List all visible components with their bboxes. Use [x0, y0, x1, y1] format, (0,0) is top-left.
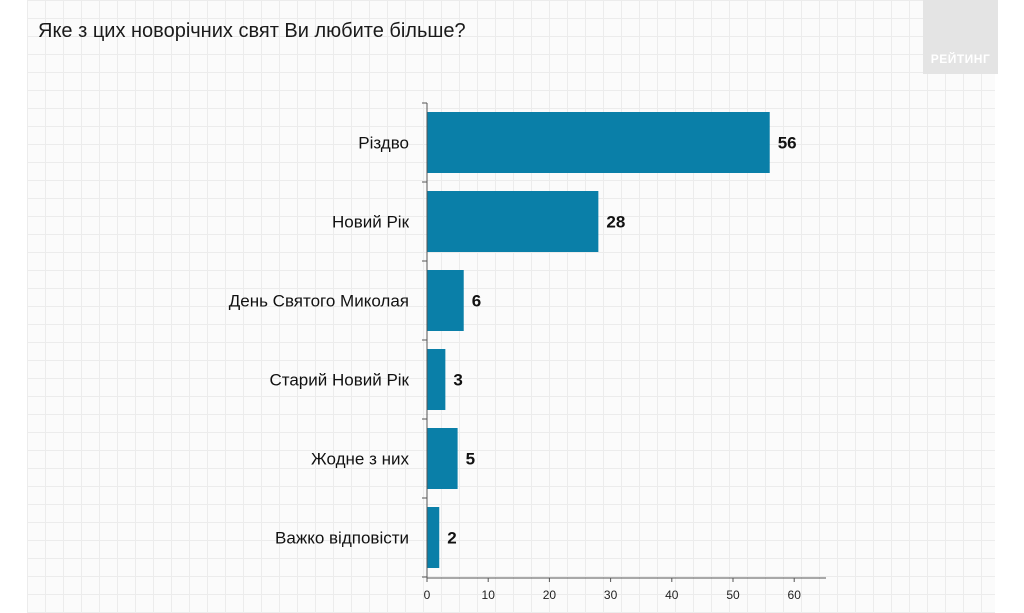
x-tick-label: 40	[665, 588, 679, 602]
data-label: 5	[466, 450, 475, 469]
bars-group: Різдво 56 Новий Рік 28 День Святого Миколая 6…	[229, 112, 797, 568]
category-label: Новий Рік	[332, 213, 410, 232]
category-label: Жодне з них	[311, 450, 409, 469]
bar	[427, 428, 458, 489]
data-label: 2	[447, 529, 456, 548]
bar	[427, 349, 446, 410]
data-label: 56	[778, 134, 797, 153]
data-label: 28	[606, 213, 625, 232]
bar	[427, 191, 599, 252]
axes-group: 0 10 20 30 40 50 60	[422, 102, 826, 602]
x-tick-label: 10	[482, 588, 496, 602]
category-label: Старий Новий Рік	[269, 371, 409, 390]
x-tick-label: 30	[604, 588, 618, 602]
x-tick-label: 20	[543, 588, 557, 602]
category-label: Важко відповісти	[275, 529, 409, 548]
x-tick-label: 0	[424, 588, 431, 602]
chart-background	[27, 0, 995, 613]
x-tick-label: 50	[726, 588, 740, 602]
data-label: 6	[472, 292, 481, 311]
data-label: 3	[453, 371, 462, 390]
bar	[427, 112, 770, 173]
bar	[427, 507, 440, 568]
x-tick-label: 60	[788, 588, 802, 602]
rating-logo: РЕЙТИНГ	[923, 0, 998, 74]
logo-text: РЕЙТИНГ	[930, 52, 991, 66]
bar	[427, 270, 464, 331]
chart-title: Яке з цих новорічних свят Ви любите біль…	[38, 20, 466, 42]
category-label: Різдво	[358, 134, 409, 153]
category-label: День Святого Миколая	[229, 292, 409, 311]
